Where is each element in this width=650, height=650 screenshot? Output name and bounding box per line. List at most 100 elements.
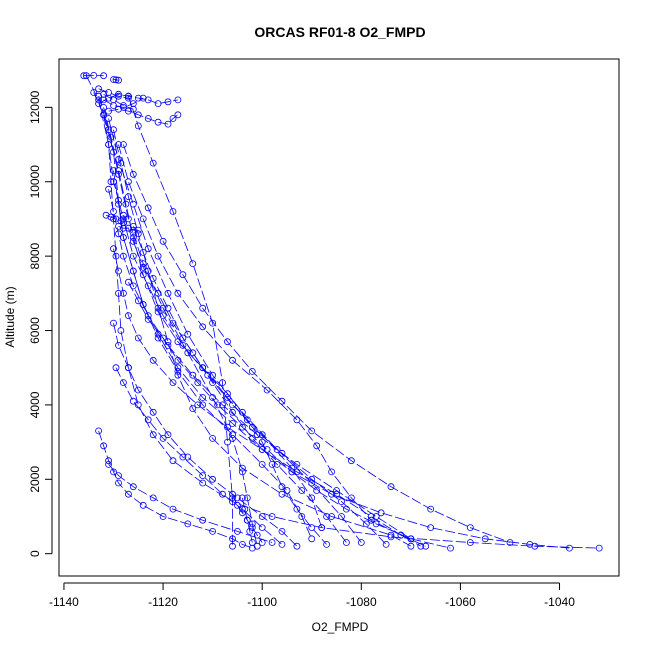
data-point	[115, 141, 122, 148]
data-point	[164, 120, 172, 128]
data-point	[115, 479, 122, 487]
data-point	[139, 501, 147, 509]
data-point	[179, 453, 187, 461]
data-point	[308, 475, 316, 483]
data-point	[595, 544, 603, 552]
series-line	[108, 464, 273, 543]
data-point	[241, 505, 249, 513]
data-point	[110, 96, 117, 104]
data-point	[129, 200, 137, 208]
data-point	[115, 267, 122, 275]
data-point	[278, 449, 286, 457]
data-point	[110, 102, 117, 109]
data-point	[105, 115, 112, 122]
data-point	[124, 312, 132, 320]
data-point	[129, 397, 137, 405]
y-tick-label: 0	[28, 550, 42, 557]
data-point	[129, 170, 137, 178]
data-point	[120, 379, 127, 387]
data-point	[134, 230, 142, 238]
data-point	[209, 475, 217, 483]
data-point	[115, 170, 122, 178]
data-point	[95, 85, 102, 93]
data-point	[293, 416, 301, 424]
y-tick-label: 8000	[28, 242, 42, 269]
data-point	[199, 401, 207, 409]
data-point	[144, 282, 152, 290]
x-tick-label: -1140	[49, 595, 79, 609]
series-line	[128, 96, 233, 547]
data-point	[189, 349, 197, 357]
data-point	[466, 539, 474, 546]
data-point	[189, 260, 197, 268]
data-point	[313, 487, 321, 494]
data-point	[377, 509, 385, 517]
data-point	[105, 94, 112, 102]
data-point	[164, 304, 172, 312]
x-tick-label: -1120	[148, 595, 178, 609]
series-line	[103, 114, 323, 528]
x-axis-label: O2_FMPD	[312, 620, 369, 634]
data-point	[134, 297, 142, 305]
data-point	[129, 267, 137, 275]
data-point	[248, 423, 256, 431]
data-point	[199, 304, 207, 312]
data-point	[174, 96, 182, 104]
data-point	[229, 542, 236, 550]
data-point	[219, 490, 226, 498]
data-point	[342, 539, 350, 546]
data-point	[110, 319, 117, 327]
series-line	[232, 494, 263, 543]
data-point	[268, 460, 276, 468]
data-point	[243, 516, 251, 524]
data-point	[144, 416, 152, 424]
data-point	[308, 494, 316, 502]
series-line	[103, 107, 327, 545]
data-point	[387, 531, 395, 539]
data-point	[129, 483, 137, 491]
data-point	[209, 434, 217, 442]
data-point	[179, 271, 187, 279]
data-point	[209, 319, 217, 327]
series-line	[108, 118, 362, 543]
data-point	[308, 427, 316, 435]
data-point	[174, 367, 182, 375]
data-point	[313, 442, 321, 450]
data-point	[124, 92, 132, 100]
data-point	[233, 528, 241, 535]
data-point	[219, 401, 226, 409]
data-point	[238, 494, 246, 502]
data-point	[293, 505, 301, 513]
series-line	[132, 226, 387, 545]
data-point	[115, 90, 122, 98]
data-point	[110, 126, 117, 134]
data-point	[229, 431, 236, 439]
y-tick-label: 6000	[28, 317, 42, 344]
data-point	[115, 472, 122, 480]
data-point	[117, 327, 125, 334]
data-point	[238, 541, 246, 548]
data-point	[258, 539, 266, 546]
data-point	[288, 468, 296, 476]
series-line	[118, 144, 426, 547]
data-point	[417, 542, 425, 550]
data-point	[189, 405, 197, 413]
data-point	[120, 102, 127, 109]
series-line	[105, 214, 124, 224]
series-line	[115, 367, 283, 545]
data-point	[278, 528, 286, 535]
data-point	[129, 237, 137, 245]
data-point	[268, 539, 276, 546]
data-point	[184, 330, 192, 338]
series-line	[123, 215, 347, 543]
y-axis-label: Altitude (m)	[3, 286, 17, 347]
data-point	[112, 364, 120, 372]
data-point	[105, 457, 112, 465]
data-point	[328, 513, 336, 520]
data-point	[397, 531, 405, 539]
data-point	[120, 289, 127, 297]
data-point	[115, 105, 122, 113]
series-line	[98, 430, 253, 549]
data-point	[110, 178, 117, 186]
data-point	[248, 544, 256, 552]
